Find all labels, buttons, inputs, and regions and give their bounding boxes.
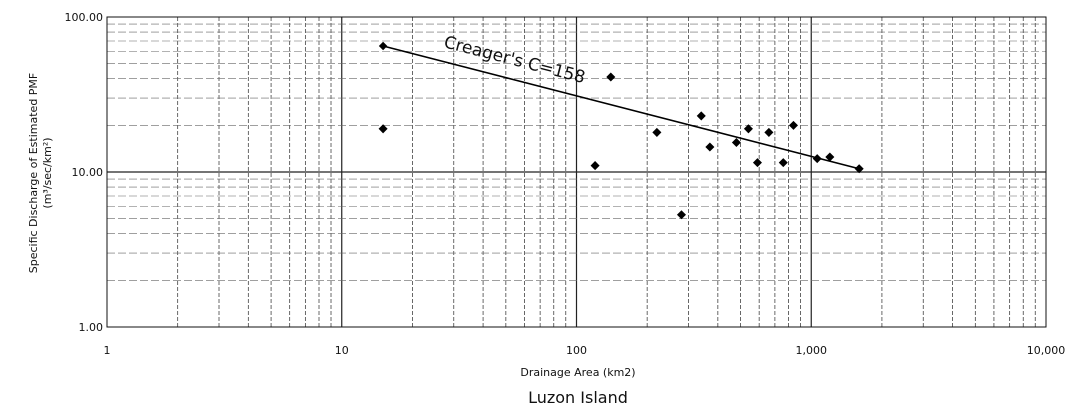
y-axis-title-line1: Specific Discharge of Estimated PMF: [27, 73, 40, 274]
y-tick-label: 10.00: [72, 166, 104, 179]
data-point: [378, 124, 388, 134]
chart-caption: Luzon Island: [528, 388, 628, 407]
data-point: [652, 127, 662, 137]
x-tick-label: 1,000: [796, 344, 828, 357]
plot-frame: [106, 16, 1047, 328]
data-point: [812, 154, 822, 164]
x-axis-title: Drainage Area (km2): [520, 366, 635, 379]
data-point: [696, 111, 706, 121]
envelope-endpoint-marker: [378, 41, 388, 51]
x-tick-label: 10,000: [1027, 344, 1066, 357]
y-axis-title-line2: (m³/sec/km²): [41, 137, 54, 208]
grid: [107, 17, 1046, 327]
data-point: [825, 152, 835, 162]
data-point: [752, 158, 762, 168]
envelope-line: [382, 45, 860, 170]
x-tick-label: 100: [566, 344, 587, 357]
tick-labels: 1 10 100 1,000 10,000 1.00 10.00 100.00: [65, 11, 1066, 357]
data-point: [764, 127, 774, 137]
x-tick-label: 1: [104, 344, 111, 357]
data-points: [378, 72, 864, 220]
data-point: [778, 158, 788, 168]
data-point: [788, 120, 799, 130]
x-tick-label: 10: [335, 344, 349, 357]
data-point: [705, 142, 715, 152]
data-point: [676, 210, 686, 220]
envelope-line-group: Creager's C=158: [378, 32, 864, 173]
y-tick-label: 100.00: [65, 11, 104, 24]
data-point: [606, 72, 616, 82]
data-point: [590, 161, 600, 171]
data-point: [731, 137, 741, 148]
y-tick-label: 1.00: [79, 321, 104, 334]
